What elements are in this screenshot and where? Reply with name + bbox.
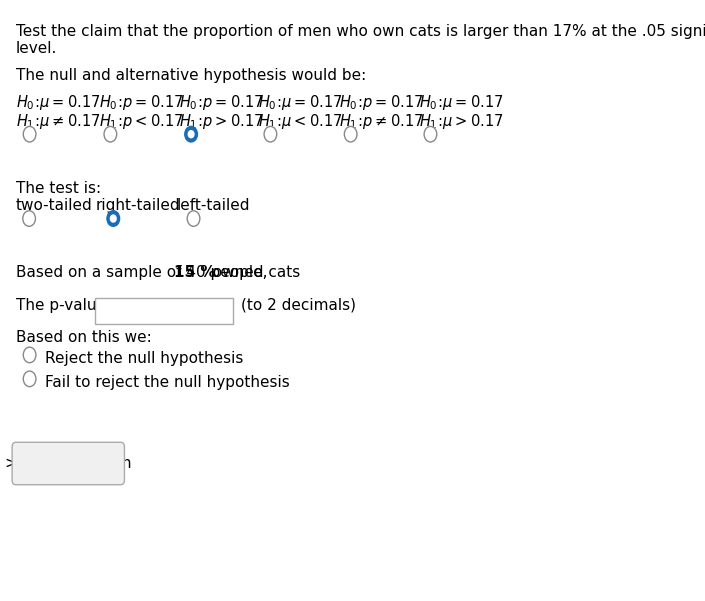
Text: level.: level. <box>16 41 57 56</box>
Text: 15 %: 15 % <box>174 264 216 279</box>
Text: $H_0\!:\!p = 0.17$: $H_0\!:\!p = 0.17$ <box>338 93 423 112</box>
Text: $H_1\!:\!\mu \neq 0.17$: $H_1\!:\!\mu \neq 0.17$ <box>16 112 100 131</box>
Text: Fail to reject the null hypothesis: Fail to reject the null hypothesis <box>45 375 290 390</box>
Text: Test the claim that the proportion of men who own cats is larger than 17% at the: Test the claim that the proportion of me… <box>16 24 705 39</box>
Text: $H_0\!:\!p = 0.17$: $H_0\!:\!p = 0.17$ <box>179 93 264 112</box>
Text: $H_1\!:\!p \neq 0.17$: $H_1\!:\!p \neq 0.17$ <box>338 112 423 131</box>
Circle shape <box>344 126 357 142</box>
Text: two-tailed: two-tailed <box>16 198 93 213</box>
Text: Reject the null hypothesis: Reject the null hypothesis <box>45 352 243 367</box>
Text: Based on a sample of 40 people,: Based on a sample of 40 people, <box>16 264 272 279</box>
Circle shape <box>424 126 437 142</box>
Circle shape <box>264 126 277 142</box>
Text: The null and alternative hypothesis would be:: The null and alternative hypothesis woul… <box>16 69 366 84</box>
Text: owned cats: owned cats <box>203 264 300 279</box>
Circle shape <box>188 211 200 227</box>
Text: $H_0\!:\!p = 0.17$: $H_0\!:\!p = 0.17$ <box>99 93 183 112</box>
Text: Based on this we:: Based on this we: <box>16 331 152 346</box>
Text: $H_0\!:\!\mu = 0.17$: $H_0\!:\!\mu = 0.17$ <box>16 93 100 112</box>
Circle shape <box>23 347 36 363</box>
Circle shape <box>185 126 197 142</box>
Text: $H_1\!:\!p > 0.17$: $H_1\!:\!p > 0.17$ <box>179 112 264 131</box>
Text: $H_1\!:\!\mu < 0.17$: $H_1\!:\!\mu < 0.17$ <box>258 112 343 131</box>
FancyBboxPatch shape <box>95 298 233 325</box>
Circle shape <box>111 215 116 222</box>
Circle shape <box>188 130 194 138</box>
Circle shape <box>107 211 120 227</box>
Circle shape <box>23 211 35 227</box>
Text: > Next Question: > Next Question <box>5 456 132 471</box>
FancyBboxPatch shape <box>12 442 125 485</box>
Text: $H_0\!:\!\mu = 0.17$: $H_0\!:\!\mu = 0.17$ <box>419 93 503 112</box>
Text: (to 2 decimals): (to 2 decimals) <box>240 297 356 313</box>
Text: $H_1\!:\!\mu > 0.17$: $H_1\!:\!\mu > 0.17$ <box>419 112 503 131</box>
Text: The test is:: The test is: <box>16 181 101 196</box>
Circle shape <box>104 126 117 142</box>
Text: $H_0\!:\!\mu = 0.17$: $H_0\!:\!\mu = 0.17$ <box>258 93 343 112</box>
Text: The p-value is:: The p-value is: <box>16 297 128 313</box>
Text: left-tailed: left-tailed <box>176 198 250 213</box>
Text: right-tailed: right-tailed <box>95 198 180 213</box>
Text: $H_1\!:\!p < 0.17$: $H_1\!:\!p < 0.17$ <box>99 112 183 131</box>
Circle shape <box>23 371 36 386</box>
Circle shape <box>23 126 36 142</box>
